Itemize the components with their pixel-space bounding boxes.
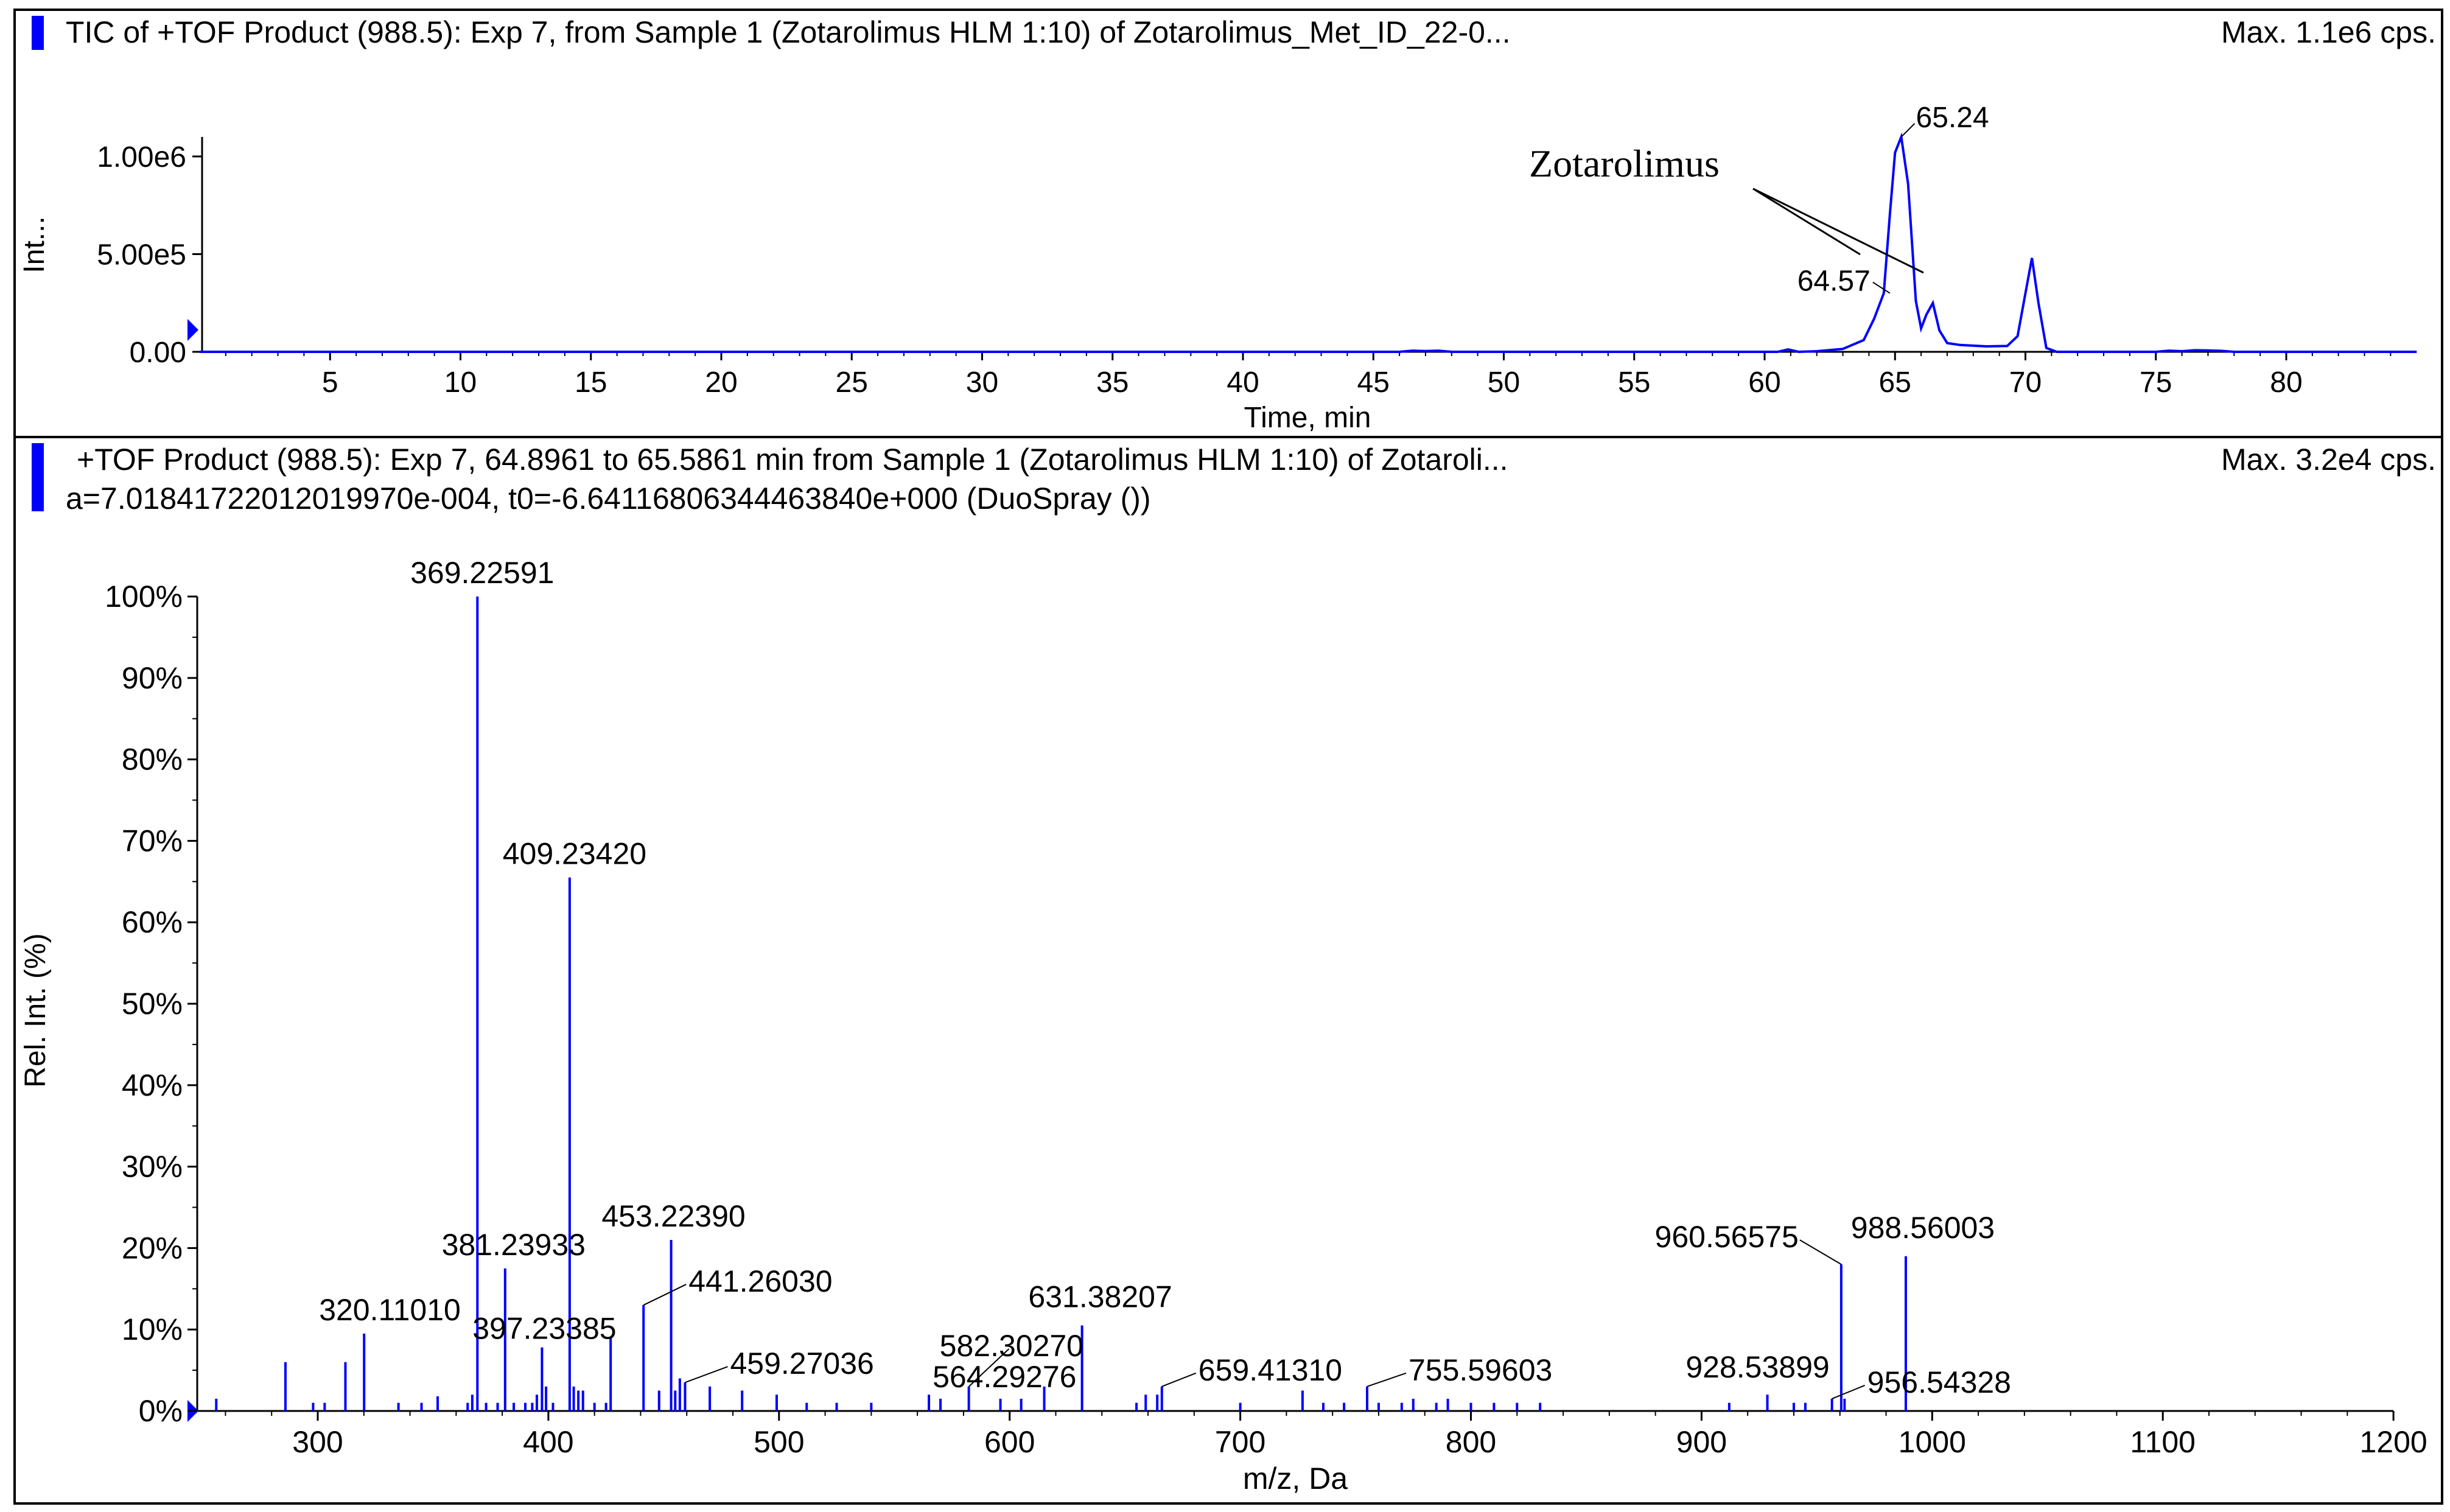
- spectrum-y-tick-label: 10%: [122, 1312, 183, 1346]
- tic-x-tick-label: 5: [322, 366, 338, 399]
- spectrum-peak-label: 441.26030: [688, 1264, 832, 1298]
- spectrum-peak-label: 564.29276: [933, 1360, 1076, 1394]
- tic-x-axis-label: Time, min: [1244, 402, 1371, 434]
- tic-x-tick-label: 25: [836, 366, 868, 399]
- spectrum-y-axis-label: Rel. Int. (%): [19, 933, 52, 1087]
- spectrum-y-tick-label: 100%: [105, 579, 183, 614]
- tic-x-tick-label: 45: [1357, 366, 1390, 399]
- spectrum-y-tick-label: 90%: [122, 661, 183, 695]
- tic-peak-leader: [1900, 123, 1916, 138]
- spectrum-peak-label: 582.30270: [940, 1329, 1083, 1363]
- spectrum-x-tick-label: 400: [523, 1425, 573, 1459]
- tic-compound-leader: [1752, 187, 1924, 274]
- tic-x-tick-label: 65: [1879, 366, 1911, 399]
- spectrum-y-tick-label: 60%: [122, 905, 183, 939]
- tic-x-tick-label: 10: [444, 366, 477, 399]
- spectrum-x-tick-label: 800: [1446, 1425, 1496, 1459]
- spectrum-label-leader: [1832, 1385, 1866, 1399]
- tic-x-tick-label: 70: [2009, 366, 2042, 399]
- tic-x-tick-label: 60: [1748, 366, 1780, 399]
- tic-max-label: Max. 1.1e6 cps.: [2221, 15, 2436, 49]
- spectrum-peak-label: 320.11010: [319, 1293, 461, 1327]
- spectrum-label-leader: [1367, 1372, 1407, 1387]
- spectrum-peak-label: 381.23933: [442, 1228, 586, 1262]
- spectrum-y-tick-label: 70%: [122, 824, 183, 858]
- spectrum-peak-label: 453.22390: [601, 1199, 745, 1233]
- tic-axis-origin-marker-icon: [187, 319, 198, 341]
- spectrum-x-tick-label: 1200: [2359, 1425, 2427, 1459]
- spectrum-peak-label: 960.56575: [1655, 1220, 1799, 1254]
- spectrum-max-label: Max. 3.2e4 cps.: [2221, 443, 2436, 477]
- spectrum-chart-title: +TOF Product (988.5): Exp 7, 64.8961 to …: [77, 443, 1508, 477]
- tic-x-tick-label: 30: [966, 366, 998, 399]
- tic-compound-label: Zotarolimus: [1529, 142, 1720, 185]
- tic-x-tick-label: 75: [2140, 366, 2172, 399]
- spectrum-chart-panel: +TOF Product (988.5): Exp 7, 64.8961 to …: [13, 436, 2443, 1505]
- spectrum-peak-label: 956.54328: [1867, 1365, 2011, 1399]
- tic-x-tick-label: 20: [705, 366, 737, 399]
- spectrum-x-tick-label: 500: [754, 1425, 804, 1459]
- tic-y-tick-label: 0.00: [130, 337, 186, 369]
- spectrum-peak-label: 631.38207: [1028, 1280, 1172, 1314]
- tic-x-tick-label: 80: [2270, 366, 2302, 399]
- spectrum-y-tick-label: 50%: [122, 987, 183, 1021]
- tic-chart-panel: TIC of +TOF Product (988.5): Exp 7, from…: [13, 9, 2443, 438]
- spectrum-label-leader: [968, 1348, 1010, 1387]
- tic-series-line: [200, 132, 2417, 354]
- tic-peak-label: 65.24: [1916, 102, 1989, 134]
- spectrum-label-leader: [643, 1284, 687, 1306]
- tic-y-tick-label: 5.00e5: [97, 239, 186, 271]
- spectrum-peak-label: 369.22591: [410, 556, 554, 590]
- spectrum-y-tick-label: 30%: [122, 1150, 183, 1184]
- spectrum-panel-frame: [13, 436, 2443, 1505]
- spectrum-x-tick-label: 1000: [1899, 1425, 1966, 1459]
- tic-x-tick-label: 15: [575, 366, 607, 399]
- spectrum-y-tick-label: 80%: [122, 743, 183, 777]
- spectrum-label-leader: [685, 1366, 728, 1384]
- spectrum-y-tick-label: 0%: [139, 1394, 183, 1428]
- spectrum-x-tick-label: 900: [1676, 1425, 1727, 1459]
- tic-chart-title: TIC of +TOF Product (988.5): Exp 7, from…: [66, 15, 1511, 49]
- tic-shoulder-leader: [1872, 281, 1891, 294]
- tic-x-tick-label: 50: [1488, 366, 1520, 399]
- spectrum-label-leader: [1799, 1239, 1842, 1265]
- spectrum-x-tick-label: 300: [292, 1425, 343, 1459]
- tic-compound-leader: [1752, 187, 1861, 256]
- tic-y-axis-label: Int...: [18, 216, 51, 273]
- spectrum-peak-label: 397.23385: [472, 1312, 616, 1346]
- spectrum-y-tick-label: 20%: [122, 1231, 183, 1265]
- tic-x-tick-label: 40: [1227, 366, 1259, 399]
- spectrum-peak-label: 755.59603: [1409, 1353, 1552, 1387]
- spectrum-x-axis-label: m/z, Da: [1243, 1461, 1348, 1496]
- spectrum-peak-label: 988.56003: [1851, 1211, 1995, 1245]
- tic-panel-marker-icon: [32, 16, 44, 50]
- spectrum-peak-label: 459.27036: [730, 1346, 873, 1381]
- tic-x-tick-label: 55: [1618, 366, 1650, 399]
- spectrum-chart-subtitle: a=7.01841722012019970e-004, t0=-6.641168…: [66, 481, 1151, 516]
- spectrum-y-tick-label: 40%: [122, 1068, 183, 1102]
- spectrum-peak-label: 928.53899: [1685, 1350, 1829, 1384]
- spectrum-panel-marker-icon: [32, 443, 44, 511]
- spectrum-x-tick-label: 1100: [2130, 1425, 2196, 1459]
- spectrum-x-tick-label: 600: [984, 1425, 1035, 1459]
- spectrum-x-tick-label: 700: [1215, 1425, 1265, 1459]
- spectrum-peak-label: 659.41310: [1199, 1353, 1342, 1387]
- tic-x-tick-label: 35: [1096, 366, 1129, 399]
- tic-shoulder-label: 64.57: [1797, 265, 1871, 298]
- tic-y-tick-label: 1.00e6: [97, 141, 186, 173]
- spectrum-peak-label: 409.23420: [503, 837, 646, 871]
- spectrum-label-leader: [1161, 1372, 1197, 1387]
